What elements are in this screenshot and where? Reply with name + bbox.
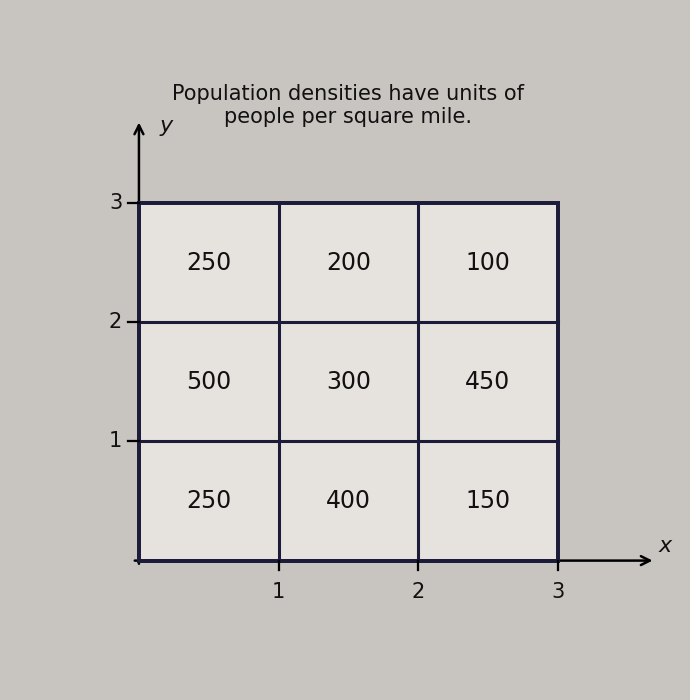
Bar xyxy=(139,322,279,442)
Text: y: y xyxy=(160,116,173,136)
Text: 250: 250 xyxy=(186,489,231,513)
Text: 500: 500 xyxy=(186,370,231,394)
Bar xyxy=(418,322,558,442)
Text: 150: 150 xyxy=(465,489,511,513)
Bar xyxy=(418,203,558,322)
Text: 3: 3 xyxy=(109,193,122,213)
Text: 2: 2 xyxy=(411,582,425,602)
Bar xyxy=(418,442,558,561)
Text: 2: 2 xyxy=(109,312,122,332)
Text: 450: 450 xyxy=(465,370,511,394)
Text: 200: 200 xyxy=(326,251,371,274)
Text: 3: 3 xyxy=(551,582,564,602)
Text: Population densities have units of
people per square mile.: Population densities have units of peopl… xyxy=(172,84,524,127)
Bar xyxy=(279,442,418,561)
Text: 1: 1 xyxy=(272,582,285,602)
Text: 400: 400 xyxy=(326,489,371,513)
Bar xyxy=(279,322,418,442)
Text: 300: 300 xyxy=(326,370,371,394)
Text: x: x xyxy=(658,536,671,557)
Bar xyxy=(139,203,279,322)
Text: 250: 250 xyxy=(186,251,231,274)
Bar xyxy=(279,203,418,322)
Bar xyxy=(139,442,279,561)
Text: 100: 100 xyxy=(466,251,511,274)
Text: 1: 1 xyxy=(109,431,122,452)
Bar xyxy=(139,203,558,561)
